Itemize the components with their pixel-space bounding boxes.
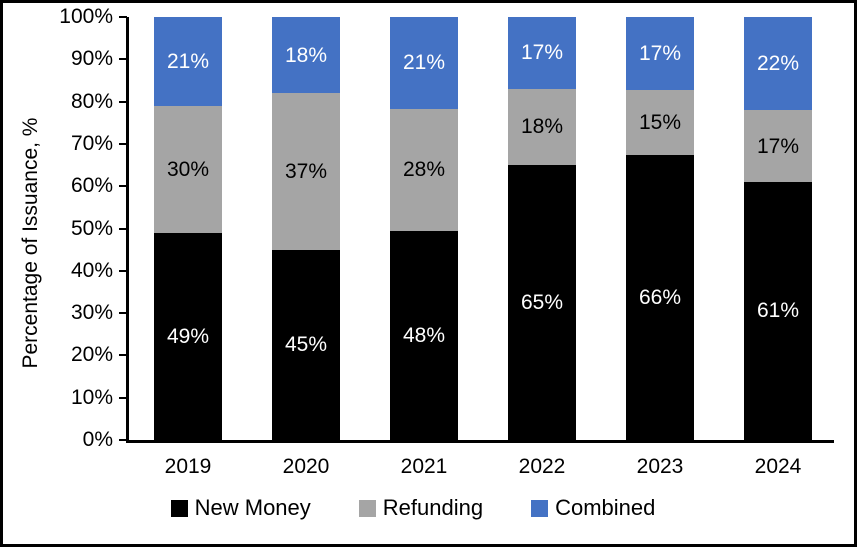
y-tick-label: 40% [70,258,113,282]
y-tick-label: 10% [70,385,113,409]
bar-segment-new-money: 66% [626,155,694,440]
bar-data-label: 61% [756,299,800,323]
y-tick-mark [119,100,127,103]
legend-swatch-icon [531,499,549,517]
y-tick-mark [119,185,127,188]
bar-data-label: 18% [284,43,328,67]
legend-item-refunding: Refunding [358,495,484,521]
y-tick-mark [119,312,127,315]
bar-segment-refunding: 37% [272,93,340,250]
bar-data-label: 18% [520,115,564,139]
bar-segment-refunding: 18% [508,88,576,166]
bar-data-label: 17% [756,134,800,158]
bar-column-2020: 18% 37% 45% [272,17,340,440]
y-tick-label: 50% [70,216,113,240]
bar-data-label: 17% [520,41,564,65]
plot-area: 21% 30% 49% 18% 37% 45% 21% 28% 48% 17% 18% 65% 17% 1… [126,17,834,443]
bar-data-label: 17% [638,42,682,66]
y-tick-label: 30% [70,301,113,325]
bar-segment-new-money: 61% [744,181,812,440]
bar-column-2022: 17% 18% 65% [508,17,576,440]
bar-column-2023: 17% 15% 66% [626,17,694,440]
bar-column-2019: 21% 30% 49% [154,17,222,440]
bar-segment-new-money: 65% [508,165,576,440]
y-tick-label: 60% [70,174,113,198]
bar-data-label: 48% [402,323,446,347]
y-tick-mark [119,142,127,145]
x-category-label: 2023 [636,455,684,478]
y-tick-mark [119,16,127,18]
y-tick-label: 20% [70,343,113,367]
y-tick-mark [119,354,127,357]
stacked-bar-chart: Percentage of Issuance, % 0% 10% 20% 30% 40%… [3,3,854,544]
bar-segment-new-money: 45% [272,249,340,440]
legend-item-new-money: New Money [170,495,311,521]
bar-segment-refunding: 28% [390,108,458,231]
bar-data-label: 65% [520,291,564,314]
legend-label: Combined [555,495,656,520]
bar-segment-combined: 21% [390,17,458,109]
x-axis-labels: 2019 2020 2021 2022 2023 2024 [129,455,834,481]
y-tick-mark [119,439,127,441]
bar-data-label: 21% [402,51,446,75]
legend-label: New Money [194,495,311,520]
bar-segment-combined: 22% [744,17,812,111]
y-tick-label: 0% [82,428,113,451]
bar-segment-refunding: 17% [744,110,812,182]
bar-data-label: 22% [756,52,800,76]
legend-label: Refunding [382,495,484,520]
y-tick-mark [119,269,127,272]
y-tick-label: 100% [59,5,113,28]
bar-data-label: 49% [166,324,210,348]
legend-swatch-icon [170,499,188,517]
legend-swatch-icon [358,499,376,517]
bar-segment-refunding: 30% [154,105,222,233]
x-category-label: 2019 [164,455,212,478]
x-category-label: 2024 [754,455,802,478]
bar-column-2021: 21% 28% 48% [390,17,458,440]
y-tick-mark [119,58,127,61]
bar-data-label: 45% [284,333,328,357]
legend: New Money Refunding Combined [3,495,823,521]
bar-segment-new-money: 49% [154,232,222,440]
bar-segment-combined: 18% [272,17,340,94]
y-tick-label: 80% [70,89,113,113]
y-tick-label: 90% [70,47,113,71]
x-category-label: 2021 [400,455,448,478]
bar-segment-new-money: 48% [390,230,458,440]
bar-data-label: 15% [638,111,682,135]
bar-data-label: 37% [284,159,328,183]
bar-data-label: 66% [638,286,682,310]
bar-column-2024: 22% 17% 61% [744,17,812,440]
y-tick-mark [119,396,127,399]
bar-data-label: 30% [166,157,210,181]
bar-data-label: 28% [402,158,446,182]
bar-segment-combined: 17% [508,17,576,89]
y-tick-mark [119,227,127,230]
legend-item-combined: Combined [531,495,655,521]
bar-segment-combined: 21% [154,17,222,106]
x-category-label: 2020 [282,455,330,478]
bar-segment-refunding: 15% [626,90,694,156]
bar-segment-combined: 17% [626,17,694,91]
x-category-label: 2022 [518,455,566,478]
bar-data-label: 21% [166,49,210,73]
y-tick-label: 70% [70,131,113,155]
